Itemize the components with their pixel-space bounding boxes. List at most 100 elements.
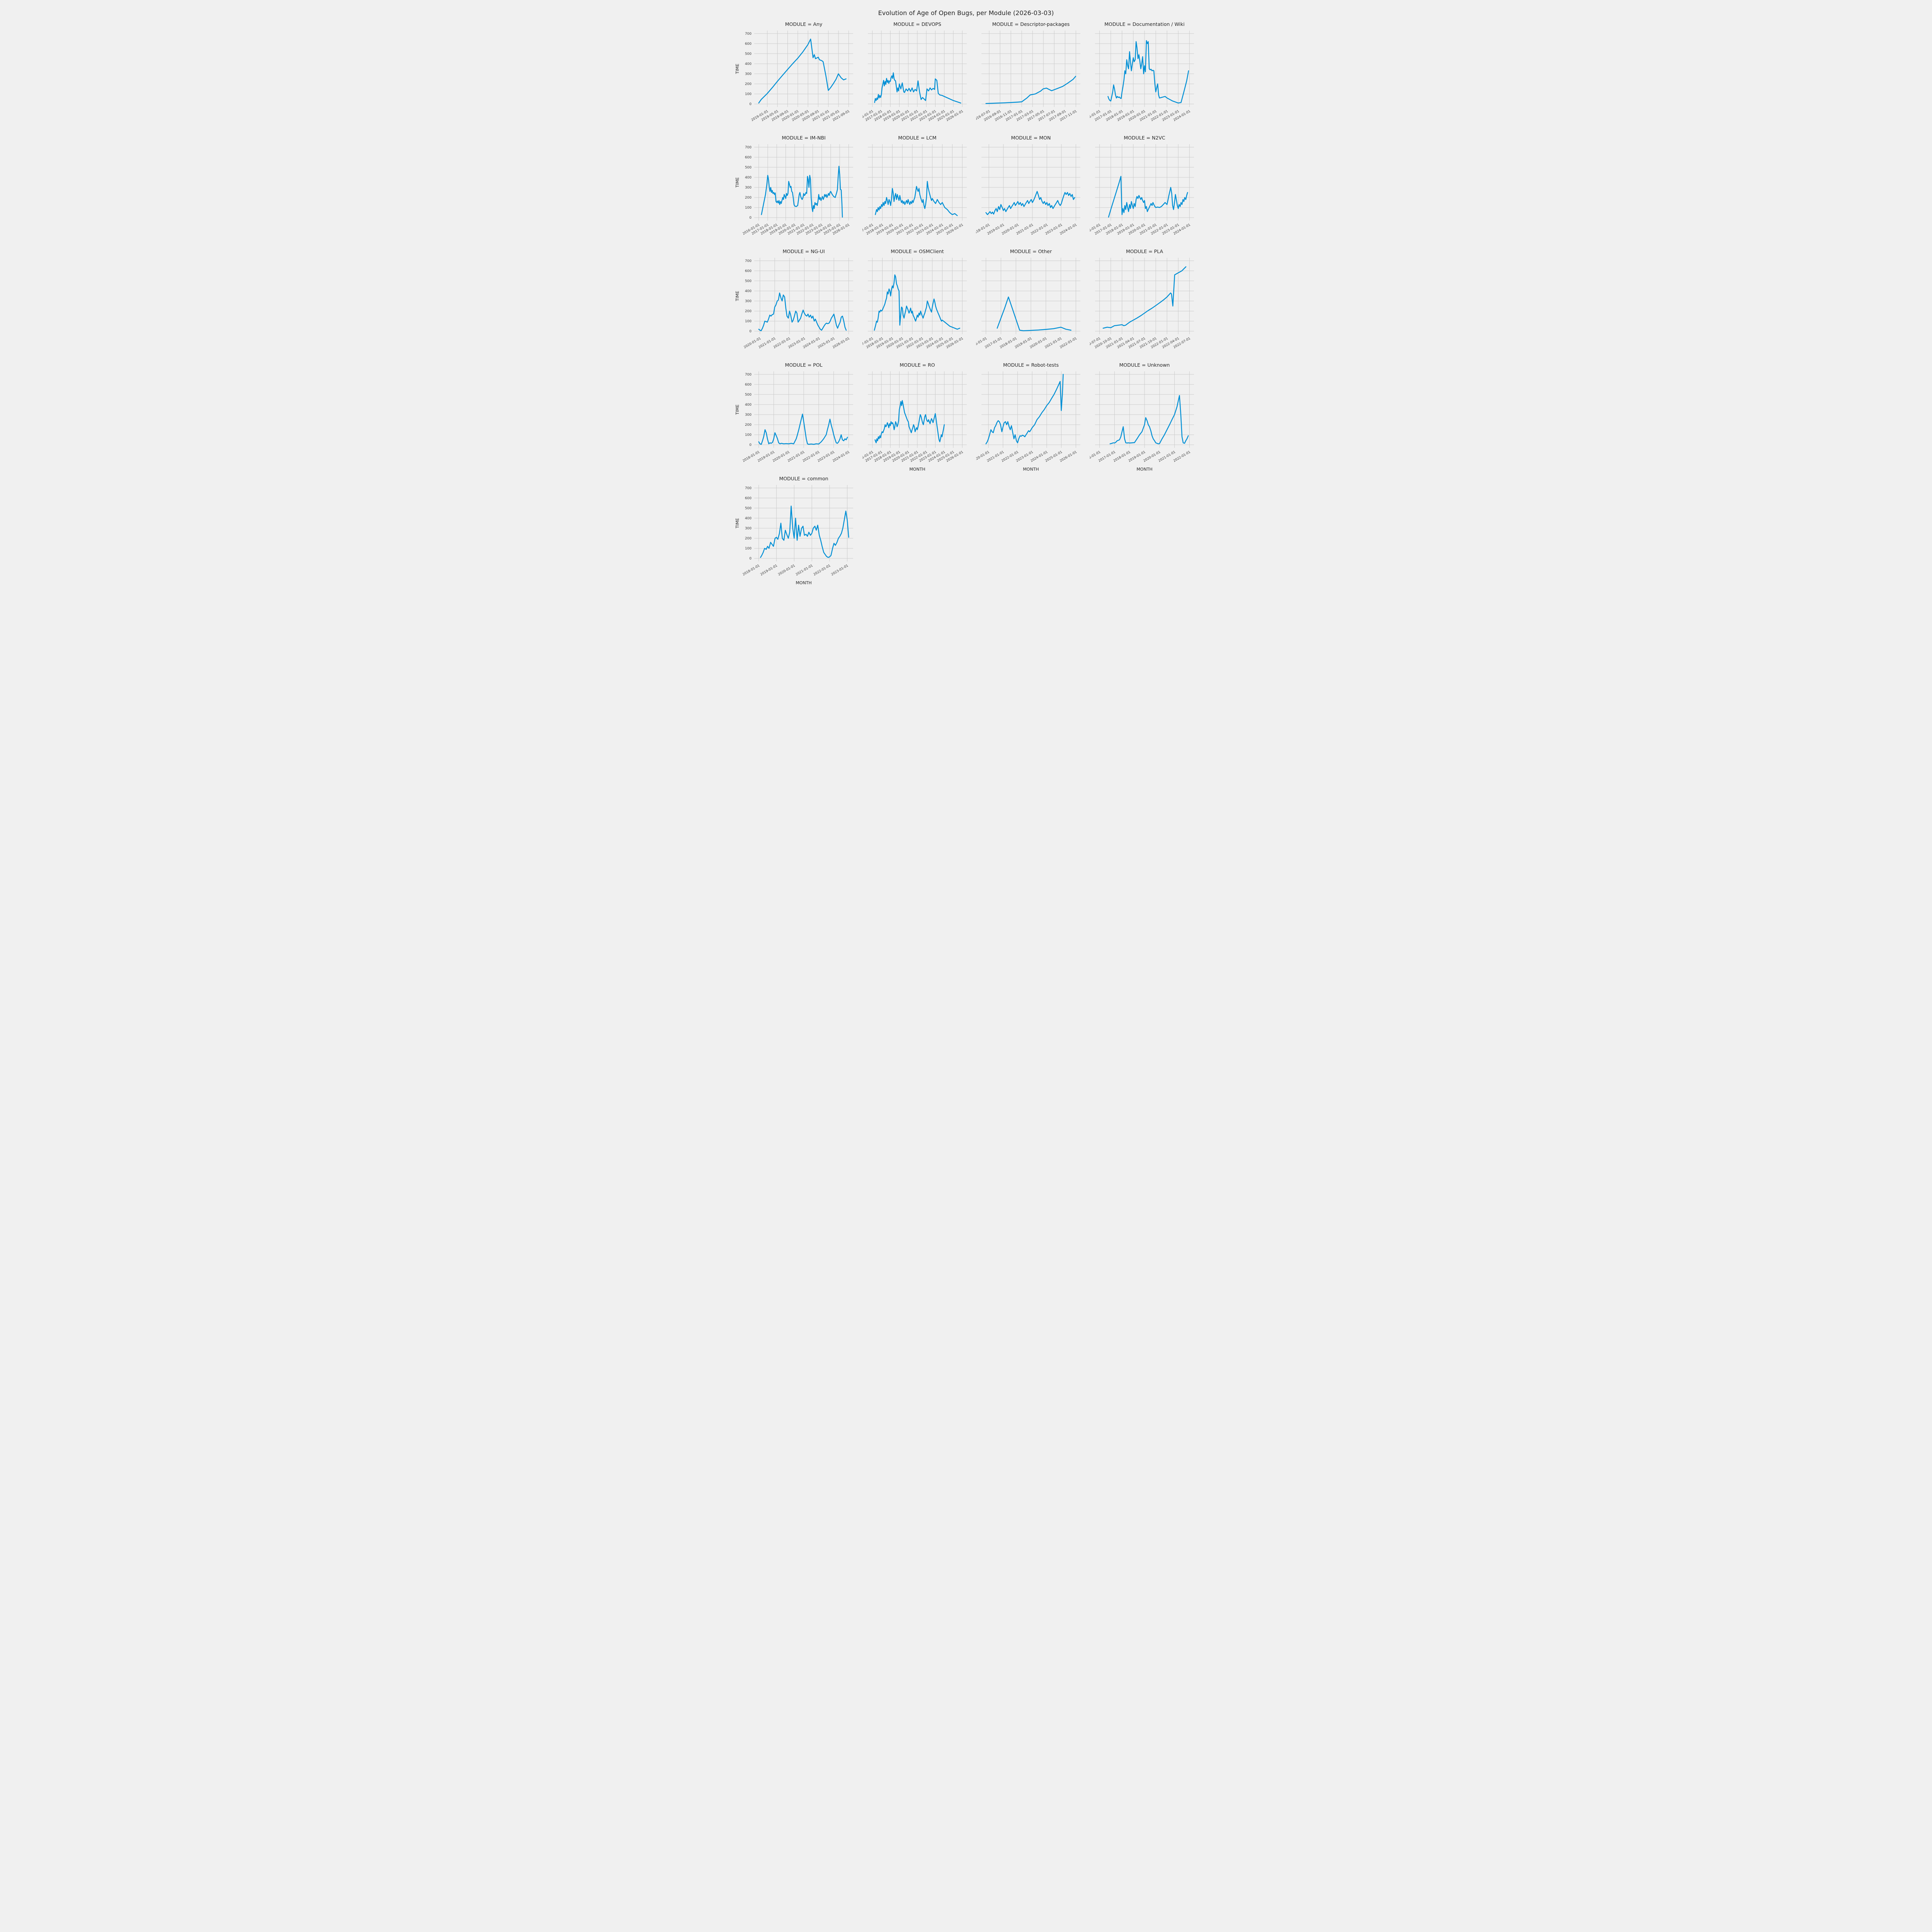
x-tick-label: 2019-01-01: [760, 564, 778, 577]
facet-title: MODULE = N2VC: [1124, 135, 1165, 141]
x-axis-label: MONTH: [909, 467, 925, 472]
facet-title: MODULE = Any: [785, 21, 823, 27]
figure-title: Evolution of Age of Open Bugs, per Modul…: [878, 9, 1054, 17]
facet-title: MODULE = common: [779, 476, 828, 481]
facet-chart: 2016-01-012017-01-012018-01-012019-01-01…: [855, 21, 967, 122]
y-tick-label: 600: [745, 497, 752, 500]
y-tick-label: 0: [749, 557, 752, 561]
y-tick-label: 100: [745, 320, 752, 323]
y-tick-label: 600: [745, 42, 752, 46]
x-tick-label: 2022-01-01: [1173, 450, 1191, 463]
y-tick-label: 300: [745, 413, 752, 417]
facet-mon: 2018-01-01 2019-01-01 2020-01-01 2021-01-01…: [972, 134, 1084, 247]
facet-chart: 01002003004005006007002018-01-012019-01-…: [735, 362, 853, 463]
y-axis-label: TIME: [735, 64, 740, 74]
facet-title: MODULE = Descriptor-packages: [992, 21, 1070, 27]
y-tick-label: 400: [745, 289, 752, 293]
facet-title: MODULE = IM-NBI: [782, 135, 825, 141]
y-tick-label: 400: [745, 176, 752, 180]
y-axis-label: TIME: [735, 291, 740, 301]
y-tick-label: 500: [745, 279, 752, 283]
facet-chart: 2016-01-012017-01-012018-01-012019-01-01…: [1083, 135, 1194, 236]
facet-chart: 01002003004005006007002019-01-012019-05-…: [735, 21, 853, 122]
figure: Evolution of Age of Open Bugs, per Modul…: [728, 0, 1204, 599]
bug-age-line: [758, 413, 848, 445]
facet-title: MODULE = POL: [785, 362, 822, 368]
facet-chart: 01002003004005006007002016-01-012017-01-…: [735, 135, 853, 236]
facet-title: MODULE = OSMClient: [891, 248, 944, 254]
y-tick-label: 500: [745, 507, 752, 510]
facet-title: MODULE = DEVOPS: [893, 21, 941, 27]
x-tick-label: 2021-01-01: [795, 564, 814, 577]
facet-chart: 2016-01-012017-01-012018-01-012019-01-01…: [1083, 362, 1194, 472]
plot-area: [981, 31, 1080, 107]
facet-chart: 2017-01-012018-01-012019-01-012020-01-01…: [855, 248, 967, 349]
facet-title: MODULE = RO: [900, 362, 935, 368]
facet-chart: 2020-01-012021-01-012022-01-012023-01-01…: [972, 362, 1080, 472]
facet-chart: 01002003004005006007002020-01-012021-01-…: [735, 248, 853, 349]
facet-grid: 0 100 200 300 400 500 600 700 2019-01-01 2019-05-…: [728, 20, 1204, 588]
y-tick-label: 500: [745, 393, 752, 397]
facet-title: MODULE = Other: [1010, 248, 1052, 254]
y-axis-label: TIME: [735, 177, 740, 188]
facet-unknown: 2016-01-01 2017-01-01 2018-01-01 2019-01-01…: [1083, 361, 1198, 474]
plot-area: [754, 485, 853, 561]
facet-pol: 0 100 200 300 400 500 600 700 2018-01-01 2019-01-…: [734, 361, 857, 474]
bug-age-line: [875, 181, 958, 216]
y-tick-label: 500: [745, 52, 752, 56]
y-tick-label: 700: [745, 259, 752, 263]
facet-osmclient: 2017-01-01 2018-01-01 2019-01-01 2020-01-01…: [855, 248, 971, 361]
y-tick-label: 700: [745, 32, 752, 36]
y-tick-label: 700: [745, 373, 752, 377]
y-tick-label: 400: [745, 62, 752, 66]
plot-area: [981, 371, 1080, 448]
y-tick-label: 200: [745, 310, 752, 313]
bug-age-line: [758, 38, 847, 104]
facet-chart: 2020-07-012020-10-012021-01-012021-04-01…: [1083, 248, 1194, 349]
x-axis-label: MONTH: [1136, 467, 1152, 472]
facet-title: MODULE = LCM: [898, 135, 936, 141]
x-tick-label: 2024-01-01: [832, 450, 850, 463]
x-tick-label: 2018-01-01: [742, 564, 760, 577]
y-tick-label: 100: [745, 206, 752, 210]
facet-chart: 2016-01-012017-01-012018-01-012019-01-01…: [969, 248, 1080, 349]
y-axis-label: TIME: [735, 518, 740, 529]
x-axis-label: MONTH: [1023, 467, 1039, 472]
facet-pla: 2020-07-01 2020-10-01 2021-01-01 2021-04-01…: [1083, 248, 1198, 361]
y-tick-label: 200: [745, 82, 752, 86]
bug-age-line: [1107, 40, 1189, 104]
bug-age-line: [1109, 395, 1189, 444]
facet-im-nbi: 0 100 200 300 400 500 600 700 2016-01-01 2017-01-…: [734, 134, 857, 247]
y-tick-label: 0: [749, 443, 752, 447]
y-tick-label: 0: [749, 102, 752, 106]
y-tick-label: 400: [745, 517, 752, 520]
facet-ng-ui: 0 100 200 300 400 500 600 700 2020-01-01 2021-01-…: [734, 248, 857, 361]
facet-ro: 2016-01-01 2017-01-01 2018-01-01 2019-01-01…: [855, 361, 971, 474]
bug-age-line: [760, 505, 849, 558]
bug-age-line: [761, 166, 843, 218]
y-tick-label: 600: [745, 269, 752, 273]
facet-robot-tests: 2020-01-01 2021-01-01 2022-01-01 2023-01-01…: [972, 361, 1084, 474]
facet-title: MODULE = Unknown: [1119, 362, 1170, 368]
facet-n2vc: 2016-01-01 2017-01-01 2018-01-01 2019-01-01…: [1083, 134, 1198, 247]
facet-common: 0 100 200 300 400 500 600 700 2018-01-01 2019-01-…: [734, 475, 857, 588]
x-axis-label: MONTH: [796, 580, 811, 585]
bug-age-line: [874, 400, 945, 444]
x-tick-label: 2023-01-01: [830, 564, 849, 577]
facet-other: 2016-01-01 2017-01-01 2018-01-01 2019-01-01…: [969, 248, 1084, 361]
y-axis-label: TIME: [735, 405, 740, 415]
y-tick-label: 600: [745, 156, 752, 160]
facet-chart: 2016-01-012017-01-012018-01-012019-01-01…: [1083, 21, 1194, 122]
facet-documentation-wiki: 2016-01-01 2017-01-01 2018-01-01 2019-01-01…: [1083, 20, 1198, 133]
y-tick-label: 200: [745, 196, 752, 200]
y-tick-label: 300: [745, 299, 752, 303]
plot-area: [868, 144, 967, 221]
facet-chart: 2017-01-012018-01-012019-01-012020-01-01…: [855, 135, 967, 236]
facet-chart: 01002003004005006007002018-01-012019-01-…: [735, 476, 853, 585]
facet-chart: 2018-01-012019-01-012020-01-012021-01-01…: [972, 135, 1080, 236]
facet-title: MODULE = MON: [1011, 135, 1051, 141]
facet-title: MODULE = Robot-tests: [1003, 362, 1059, 368]
bug-age-line: [997, 296, 1071, 332]
y-tick-label: 100: [745, 433, 752, 437]
y-tick-label: 600: [745, 383, 752, 387]
